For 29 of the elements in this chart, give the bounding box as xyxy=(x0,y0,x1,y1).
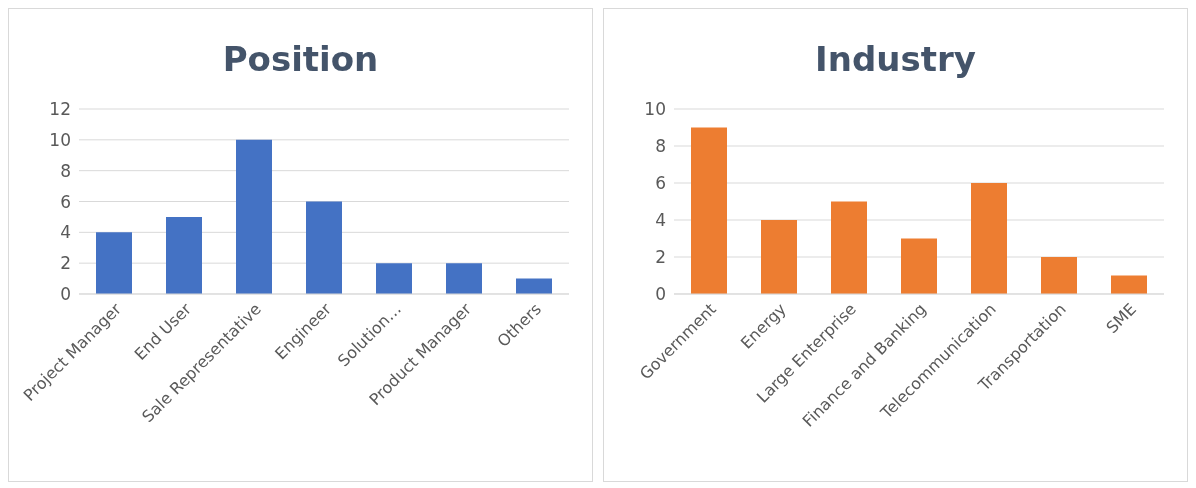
bar xyxy=(516,278,552,294)
y-tick-label: 4 xyxy=(655,210,666,231)
bar xyxy=(901,238,937,294)
bar xyxy=(971,183,1007,294)
bar xyxy=(306,201,342,294)
bar xyxy=(446,263,482,294)
bar xyxy=(166,216,202,294)
y-tick-label: 4 xyxy=(60,222,71,243)
bar xyxy=(691,127,727,294)
bar xyxy=(236,139,272,294)
y-tick-label: 2 xyxy=(60,253,71,274)
y-tick-label: 6 xyxy=(655,173,666,194)
y-tick-label: 0 xyxy=(655,284,666,305)
bar xyxy=(96,232,132,294)
y-tick-label: 12 xyxy=(49,99,71,120)
y-tick-label: 2 xyxy=(655,247,666,268)
y-tick-label: 6 xyxy=(60,191,71,212)
bar xyxy=(376,263,412,294)
y-tick-label: 10 xyxy=(644,99,666,120)
y-tick-label: 10 xyxy=(49,129,71,150)
bar xyxy=(761,220,797,294)
chart-title: Position xyxy=(221,39,380,81)
bar xyxy=(1111,275,1147,294)
y-tick-label: 8 xyxy=(655,136,666,157)
bar xyxy=(1041,257,1077,294)
y-tick-label: 8 xyxy=(60,160,71,181)
chart-title: Industry xyxy=(814,39,977,81)
y-tick-label: 0 xyxy=(60,284,71,305)
bar xyxy=(831,201,867,294)
